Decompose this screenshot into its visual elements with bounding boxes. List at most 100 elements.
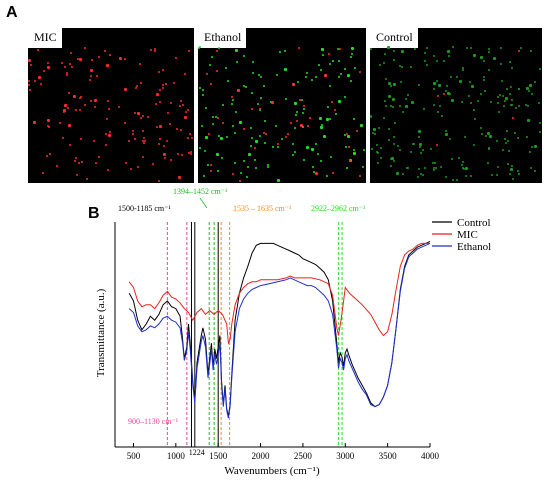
fluorescent-dot (498, 111, 500, 113)
fluorescent-dot (124, 88, 127, 91)
fluorescent-dot (184, 73, 186, 75)
fluorescent-dot (436, 60, 438, 62)
fluorescent-dot (426, 64, 428, 66)
fluorescent-dot (84, 104, 86, 106)
fluorescent-dot (376, 144, 378, 146)
fluorescent-dot (371, 148, 373, 150)
fluorescent-dot (351, 47, 354, 50)
fluorescent-dot (136, 85, 138, 87)
fluorescent-dot (511, 165, 513, 167)
fluorescent-dot (526, 136, 528, 138)
fluorescent-dot (497, 96, 499, 98)
band-label: 1224 (189, 448, 205, 457)
fluorescent-dot (259, 109, 261, 111)
fluorescent-dot (199, 87, 201, 89)
band-labels: 900–1130 cm⁻¹ 1224 1500-1185 cm⁻¹1394–1452… (118, 187, 366, 457)
fluorescent-dot (401, 50, 404, 53)
fluorescent-dot (285, 98, 287, 100)
fluorescent-dot (353, 152, 356, 155)
fluorescent-dot (347, 74, 350, 77)
fluorescent-dot (163, 153, 166, 156)
fluorescent-dot (424, 167, 426, 169)
fluorescent-dot (422, 174, 424, 176)
fluorescent-dot (362, 166, 364, 168)
fluorescent-dot (104, 50, 106, 52)
fluorescent-dot (423, 108, 425, 110)
fluorescent-dot (411, 101, 414, 104)
fluorescent-dot (488, 51, 490, 53)
fluorescent-dot (209, 64, 211, 66)
fluorescent-dot (162, 84, 164, 86)
fluorescent-dot (387, 46, 390, 49)
fluorescent-dot (439, 105, 441, 107)
fluorescent-dot (474, 118, 476, 120)
fluorescent-dot (399, 65, 401, 67)
fluorescent-dot (69, 63, 71, 65)
fluorescent-dot (393, 136, 395, 138)
fluorescent-dot (181, 154, 183, 156)
fluorescent-dot (320, 160, 322, 162)
fluorescent-dot (34, 80, 36, 82)
fluorescent-dot (63, 109, 66, 112)
fluorescent-dot (359, 71, 361, 73)
fluorescent-dot (255, 167, 257, 169)
fluorescent-dot (109, 131, 111, 133)
fluorescent-dot (529, 151, 531, 153)
fluorescent-dot (426, 47, 428, 49)
fluorescent-dot (79, 97, 81, 99)
fluorescent-dot (329, 118, 331, 120)
fluorescent-dot (263, 132, 265, 134)
fluorescent-dot (109, 54, 111, 56)
fluorescent-dot (496, 174, 498, 176)
fluorescent-dot (512, 117, 514, 119)
fluorescent-dot (220, 137, 223, 140)
fluorescent-dot (199, 46, 201, 48)
fluorescent-dot (287, 133, 289, 135)
spectra-lines (128, 240, 431, 419)
fluorescent-dot (260, 97, 262, 99)
fluorescent-dot (473, 54, 476, 57)
fluorescent-dot (191, 137, 193, 139)
fluorescent-dot (59, 122, 61, 124)
fluorescent-dot (374, 133, 376, 135)
fluorescent-dot (142, 140, 144, 142)
fluorescent-dot (140, 82, 142, 84)
fluorescent-dot (447, 50, 450, 53)
fluorescent-dot (159, 101, 161, 103)
fluorescent-dot (372, 132, 374, 134)
fluorescent-dot (320, 126, 323, 129)
fluorescent-dot (150, 49, 152, 51)
fluorescent-dot (344, 96, 346, 98)
fluorescent-dot (78, 162, 80, 164)
fluorescent-dot (159, 138, 161, 140)
band-label: 2922–2962 cm⁻¹ (311, 204, 366, 213)
fluorescent-dot (245, 86, 247, 88)
fluorescent-dot (159, 125, 162, 128)
fluorescent-dot (225, 67, 227, 69)
fluorescent-dot (105, 133, 107, 135)
legend-label: Control (457, 217, 491, 229)
fluorescent-dot (526, 87, 529, 90)
fluorescent-dot (332, 60, 334, 62)
fluorescent-dot (481, 133, 483, 135)
fluorescent-dot (201, 125, 203, 127)
fluorescent-dot (166, 140, 168, 142)
fluorescent-dot (75, 157, 77, 159)
fluorescent-dot (89, 79, 91, 81)
micrograph-label-ethanol: Ethanol (198, 28, 247, 48)
fluorescent-dot (300, 124, 303, 127)
panel-b-letter: B (88, 205, 100, 222)
fluorescent-dot (527, 105, 529, 107)
fluorescent-dot (277, 179, 280, 182)
fluorescent-dot (296, 120, 298, 122)
fluorescent-dot (392, 106, 394, 108)
fluorescent-dot (162, 69, 164, 71)
fluorescent-dot (449, 138, 451, 140)
fluorescent-dot (306, 146, 309, 149)
fluorescent-dot (46, 155, 48, 157)
micrograph-label-mic: MIC (28, 28, 62, 48)
fluorescent-dot (142, 130, 144, 132)
fluorescent-dot (504, 138, 506, 140)
fluorescent-dot (222, 104, 224, 106)
fluorescent-dot (418, 168, 420, 170)
